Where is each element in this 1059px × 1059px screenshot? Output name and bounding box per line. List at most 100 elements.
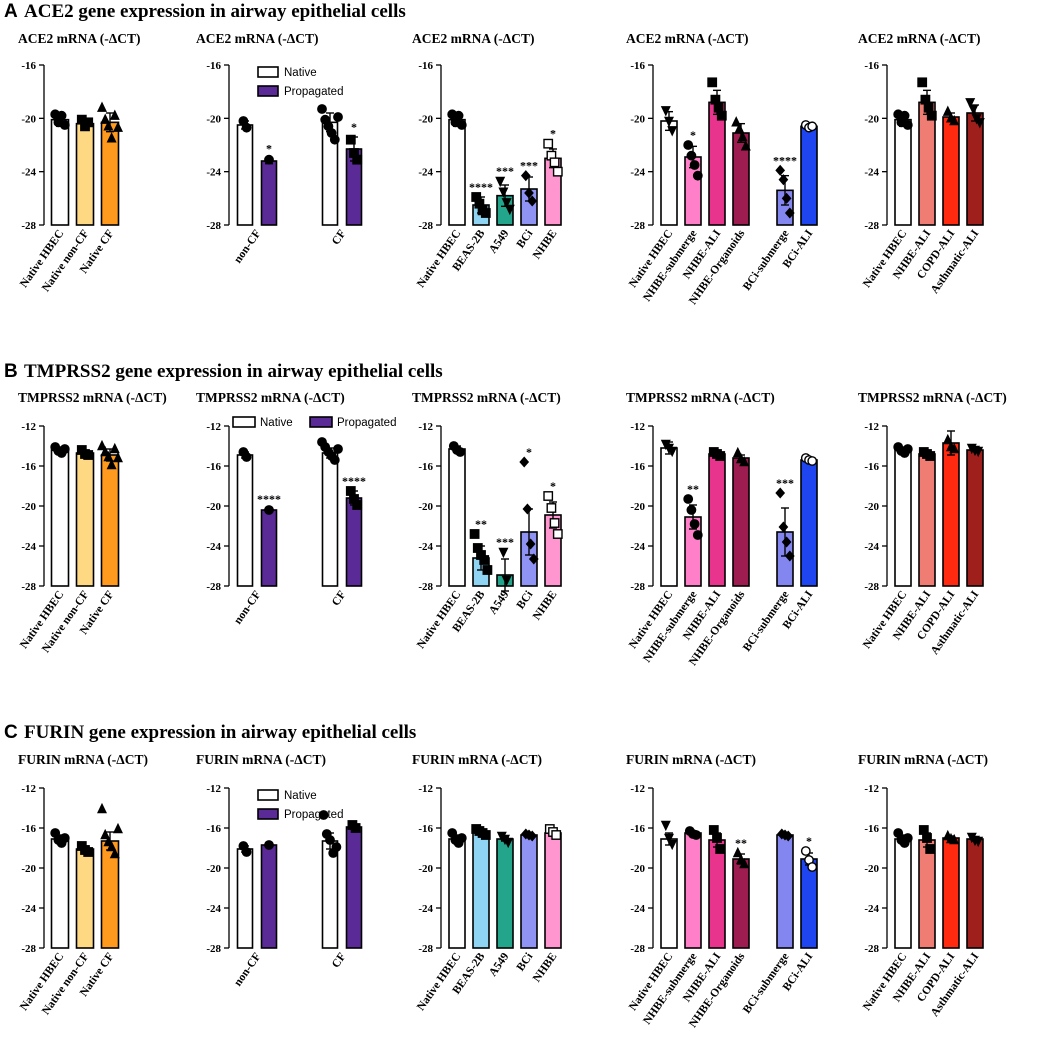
data-point xyxy=(329,455,340,465)
significance-label: *** xyxy=(520,159,538,173)
data-point xyxy=(778,174,789,186)
bar xyxy=(345,826,363,949)
chart-a-2: ACE2 mRNA (-ΔCT) -16 -20 -24 -28 * * non-CF CF Na… xyxy=(196,31,363,266)
legend-label-propagated: Propagated xyxy=(284,86,343,98)
data-point xyxy=(686,150,697,161)
category-label: CF xyxy=(330,951,349,970)
y-tick-label: -28 xyxy=(418,220,433,232)
bar xyxy=(684,832,702,949)
data-point xyxy=(498,547,509,559)
y-tick-label: -24 xyxy=(206,903,221,915)
data-point xyxy=(965,98,976,109)
data-point xyxy=(501,575,512,587)
y-tick-label: -28 xyxy=(864,943,879,955)
data-point xyxy=(453,110,464,121)
data-point xyxy=(241,122,252,133)
significance-label: * xyxy=(526,445,532,459)
bar xyxy=(732,457,750,587)
data-point xyxy=(691,830,702,840)
chart-title: FURIN mRNA (-ΔCT) xyxy=(18,752,148,767)
data-point xyxy=(942,105,953,116)
bar xyxy=(260,160,278,226)
data-point xyxy=(527,830,538,842)
data-point xyxy=(922,833,932,843)
data-point xyxy=(333,112,343,122)
data-point xyxy=(59,120,70,130)
bar xyxy=(660,120,678,226)
data-point xyxy=(455,447,466,457)
legend-swatch-native xyxy=(257,789,279,801)
data-point xyxy=(942,433,953,445)
y-tick-label: -20 xyxy=(206,501,221,513)
data-point xyxy=(899,110,910,121)
chart-b-5: TMPRSS2 mRNA (-ΔCT)-12-16-20-24-28Native… xyxy=(858,390,1007,657)
y-tick-label: -20 xyxy=(630,113,645,125)
y-tick-label: -24 xyxy=(864,167,879,179)
bar xyxy=(942,837,960,949)
data-point xyxy=(775,164,786,176)
bar xyxy=(75,452,95,587)
y-tick-label: -28 xyxy=(206,220,221,232)
section-a-title: ACE2 gene expression in airway epithelia… xyxy=(24,1,406,22)
data-point xyxy=(692,530,703,540)
data-point xyxy=(106,458,117,470)
significance-label: * xyxy=(690,128,696,142)
bar xyxy=(942,442,960,587)
data-point xyxy=(918,825,929,835)
significance-label: ** xyxy=(687,482,699,496)
bar xyxy=(918,839,936,949)
data-point xyxy=(949,114,960,126)
data-point xyxy=(498,187,509,198)
data-point xyxy=(317,104,327,114)
y-tick-label: -24 xyxy=(630,903,645,915)
data-point xyxy=(480,208,491,218)
y-tick-label: -16 xyxy=(21,823,36,835)
data-point xyxy=(109,442,120,454)
y-tick-label: -16 xyxy=(206,60,221,72)
data-point xyxy=(734,122,745,134)
data-point xyxy=(715,451,726,461)
significance-label: * xyxy=(266,141,272,155)
section-a-letter: A xyxy=(4,1,18,22)
y-tick-label: -20 xyxy=(21,863,36,875)
data-point xyxy=(917,77,928,88)
bar xyxy=(660,838,678,949)
data-point xyxy=(528,553,539,565)
bar xyxy=(708,101,726,226)
y-tick-label: -28 xyxy=(630,220,645,232)
data-point xyxy=(525,538,536,550)
bar xyxy=(776,834,794,949)
y-tick-label: -24 xyxy=(206,167,221,179)
data-point xyxy=(113,451,123,463)
data-point xyxy=(113,121,123,132)
bar xyxy=(800,459,818,587)
category-label: BCi xyxy=(515,227,536,250)
chart-title: FURIN mRNA (-ΔCT) xyxy=(412,752,542,767)
data-point xyxy=(552,529,563,539)
bar xyxy=(236,124,254,226)
data-point xyxy=(973,446,984,458)
legend-swatch-propagated xyxy=(309,416,333,428)
data-point xyxy=(783,830,794,842)
data-point xyxy=(923,102,934,113)
section-c-header: C FURIN gene expression in airway epithe… xyxy=(4,722,416,743)
section-b-letter: B xyxy=(4,361,18,382)
data-point xyxy=(549,157,560,168)
chart-b-1: TMPRSS2 mRNA (-ΔCT)-12-16-20-24-28Native… xyxy=(18,390,167,655)
bar xyxy=(966,838,984,949)
data-point xyxy=(740,140,751,151)
data-point xyxy=(519,456,530,468)
legend: Native Propagated xyxy=(232,416,396,429)
data-point xyxy=(784,550,795,562)
data-point xyxy=(318,810,329,820)
data-point xyxy=(683,494,694,504)
data-point xyxy=(479,555,490,565)
bar xyxy=(472,831,490,949)
bar xyxy=(260,509,278,587)
category-label: non-CF xyxy=(232,589,263,627)
data-point xyxy=(551,830,562,840)
bar xyxy=(520,834,538,949)
